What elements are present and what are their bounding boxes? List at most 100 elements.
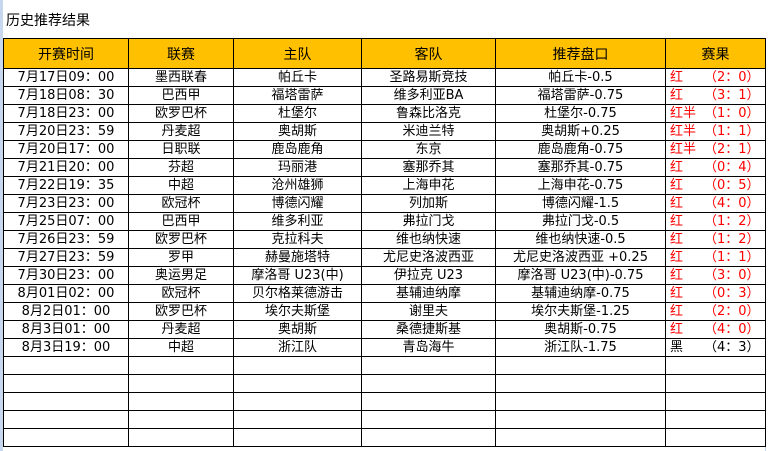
cell-pick[interactable]: 福塔雷萨-0.75 bbox=[495, 86, 666, 105]
cell-league[interactable]: 欧冠杯 bbox=[128, 284, 234, 303]
empty-cell[interactable] bbox=[128, 410, 234, 429]
cell-result[interactable]: 红 （3：1） bbox=[665, 86, 766, 105]
cell-home[interactable]: 克拉科夫 bbox=[233, 230, 362, 249]
cell-pick[interactable]: 基辅迪纳摩-0.75 bbox=[495, 284, 666, 303]
cell-time[interactable]: 7月23日23：00 bbox=[3, 194, 129, 213]
cell-time[interactable]: 7月18日08：30 bbox=[3, 86, 129, 105]
cell-pick[interactable]: 埃尔夫斯堡-1.25 bbox=[495, 302, 666, 321]
cell-away[interactable]: 塞那乔其 bbox=[361, 158, 496, 177]
cell-away[interactable]: 尤尼史洛波西亚 bbox=[361, 248, 496, 267]
cell-result[interactable]: 红 （3：0） bbox=[665, 266, 766, 285]
cell-time[interactable]: 7月26日23：59 bbox=[3, 230, 129, 249]
cell-home[interactable]: 福塔雷萨 bbox=[233, 86, 362, 105]
cell-home[interactable]: 贝尔格莱德游击 bbox=[233, 284, 362, 303]
cell-time[interactable]: 7月21日20：00 bbox=[3, 158, 129, 177]
header-result[interactable]: 赛果 bbox=[665, 38, 766, 69]
cell-league[interactable]: 日职联 bbox=[128, 140, 234, 159]
empty-cell[interactable] bbox=[233, 374, 362, 393]
empty-cell[interactable] bbox=[495, 356, 666, 375]
cell-away[interactable]: 上海申花 bbox=[361, 176, 496, 195]
cell-result[interactable]: 红 （1：1） bbox=[665, 248, 766, 267]
cell-away[interactable]: 基辅迪纳摩 bbox=[361, 284, 496, 303]
cell-pick[interactable]: 浙江队-1.75 bbox=[495, 338, 666, 357]
empty-cell[interactable] bbox=[495, 410, 666, 429]
cell-away[interactable]: 谢里夫 bbox=[361, 302, 496, 321]
cell-pick[interactable]: 塞那乔其-0.75 bbox=[495, 158, 666, 177]
cell-pick[interactable]: 维也纳快速-0.5 bbox=[495, 230, 666, 249]
cell-time[interactable]: 7月20日17：00 bbox=[3, 140, 129, 159]
cell-home[interactable]: 博德闪耀 bbox=[233, 194, 362, 213]
header-pick[interactable]: 推荐盘口 bbox=[495, 38, 666, 69]
cell-time[interactable]: 7月25日07：00 bbox=[3, 212, 129, 231]
cell-result[interactable]: 红 （4：0） bbox=[665, 194, 766, 213]
cell-away[interactable]: 东京 bbox=[361, 140, 496, 159]
empty-cell[interactable] bbox=[128, 428, 234, 447]
cell-result[interactable]: 红 （0：4） bbox=[665, 158, 766, 177]
cell-away[interactable]: 鲁森比洛克 bbox=[361, 104, 496, 123]
cell-away[interactable]: 桑德捷斯基 bbox=[361, 320, 496, 339]
cell-result[interactable]: 红 （0：3） bbox=[665, 284, 766, 303]
cell-league[interactable]: 中超 bbox=[128, 176, 234, 195]
cell-league[interactable]: 巴西甲 bbox=[128, 86, 234, 105]
empty-cell[interactable] bbox=[665, 410, 766, 429]
cell-away[interactable]: 弗拉门戈 bbox=[361, 212, 496, 231]
cell-result[interactable]: 红 （1：2） bbox=[665, 212, 766, 231]
cell-league[interactable]: 巴西甲 bbox=[128, 212, 234, 231]
cell-pick[interactable]: 杜堡尔-0.75 bbox=[495, 104, 666, 123]
cell-result[interactable]: 黑 （4：3） bbox=[665, 338, 766, 357]
cell-pick[interactable]: 帕丘卡-0.5 bbox=[495, 68, 666, 87]
cell-home[interactable]: 埃尔夫斯堡 bbox=[233, 302, 362, 321]
cell-league[interactable]: 中超 bbox=[128, 338, 234, 357]
empty-cell[interactable] bbox=[3, 392, 129, 411]
cell-result[interactable]: 红 （0：5） bbox=[665, 176, 766, 195]
cell-time[interactable]: 8月01日02：00 bbox=[3, 284, 129, 303]
empty-cell[interactable] bbox=[495, 374, 666, 393]
cell-time[interactable]: 8月3日19：00 bbox=[3, 338, 129, 357]
empty-cell[interactable] bbox=[361, 374, 496, 393]
empty-cell[interactable] bbox=[233, 356, 362, 375]
cell-time[interactable]: 7月18日23：00 bbox=[3, 104, 129, 123]
cell-pick[interactable]: 弗拉门戈-0.5 bbox=[495, 212, 666, 231]
empty-cell[interactable] bbox=[361, 356, 496, 375]
cell-result[interactable]: 红半 （1：0） bbox=[665, 104, 766, 123]
cell-league[interactable]: 欧冠杯 bbox=[128, 194, 234, 213]
cell-league[interactable]: 墨西联春 bbox=[128, 68, 234, 87]
cell-home[interactable]: 浙江队 bbox=[233, 338, 362, 357]
cell-league[interactable]: 欧罗巴杯 bbox=[128, 104, 234, 123]
cell-time[interactable]: 7月22日19：35 bbox=[3, 176, 129, 195]
cell-pick[interactable]: 奥胡斯-0.75 bbox=[495, 320, 666, 339]
cell-result[interactable]: 红 （2：0） bbox=[665, 302, 766, 321]
cell-league[interactable]: 欧罗巴杯 bbox=[128, 230, 234, 249]
cell-league[interactable]: 奥运男足 bbox=[128, 266, 234, 285]
cell-result[interactable]: 红 （1：2） bbox=[665, 230, 766, 249]
cell-away[interactable]: 伊拉克 U23 bbox=[361, 266, 496, 285]
cell-league[interactable]: 丹麦超 bbox=[128, 320, 234, 339]
cell-result[interactable]: 红半 （1：1） bbox=[665, 122, 766, 141]
cell-pick[interactable]: 博德闪耀-1.5 bbox=[495, 194, 666, 213]
empty-cell[interactable] bbox=[495, 392, 666, 411]
cell-home[interactable]: 奥胡斯 bbox=[233, 122, 362, 141]
cell-pick[interactable]: 尤尼史洛波西亚 +0.25 bbox=[495, 248, 666, 267]
header-home[interactable]: 主队 bbox=[233, 38, 362, 69]
cell-time[interactable]: 8月3日01：00 bbox=[3, 320, 129, 339]
empty-cell[interactable] bbox=[361, 428, 496, 447]
cell-result[interactable]: 红 （2：0） bbox=[665, 68, 766, 87]
empty-cell[interactable] bbox=[361, 392, 496, 411]
cell-home[interactable]: 奥胡斯 bbox=[233, 320, 362, 339]
empty-cell[interactable] bbox=[495, 428, 666, 447]
cell-time[interactable]: 7月17日09：00 bbox=[3, 68, 129, 87]
cell-away[interactable]: 维也纳快速 bbox=[361, 230, 496, 249]
empty-cell[interactable] bbox=[3, 410, 129, 429]
empty-cell[interactable] bbox=[665, 428, 766, 447]
empty-cell[interactable] bbox=[3, 428, 129, 447]
cell-league[interactable]: 欧罗巴杯 bbox=[128, 302, 234, 321]
empty-cell[interactable] bbox=[233, 410, 362, 429]
cell-league[interactable]: 芬超 bbox=[128, 158, 234, 177]
cell-home[interactable]: 杜堡尔 bbox=[233, 104, 362, 123]
cell-time[interactable]: 7月27日23：59 bbox=[3, 248, 129, 267]
empty-cell[interactable] bbox=[665, 392, 766, 411]
cell-home[interactable]: 玛丽港 bbox=[233, 158, 362, 177]
cell-pick[interactable]: 摩洛哥 U23(中)-0.75 bbox=[495, 266, 666, 285]
cell-pick[interactable]: 上海申花-0.75 bbox=[495, 176, 666, 195]
cell-time[interactable]: 8月2日01：00 bbox=[3, 302, 129, 321]
